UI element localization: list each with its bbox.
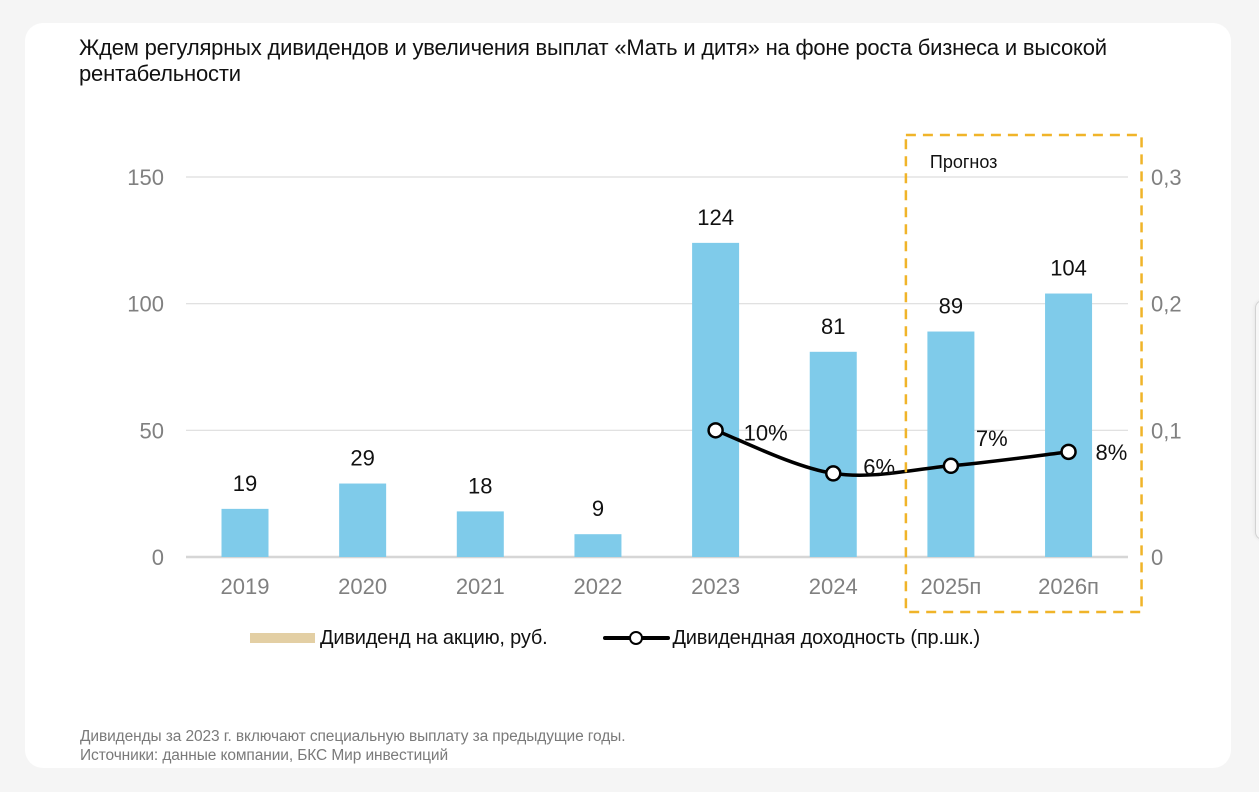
x-axis-ticks: 2019 2020 2021 2022 2023 2024 2025п 2026п bbox=[221, 574, 1099, 599]
yield-value-label: 8% bbox=[1096, 440, 1128, 465]
legend-line-marker-icon bbox=[603, 630, 671, 646]
x-axis-tick-label: 2024 bbox=[809, 574, 858, 599]
chart-title: Ждем регулярных дивидендов и увеличения … bbox=[79, 35, 1107, 86]
footnote-line-2: Источники: данные компании, БКС Мир инве… bbox=[80, 747, 449, 764]
bar-value-label: 18 bbox=[468, 473, 492, 498]
right-axis-ticks: 0 0,1 0,2 0,3 bbox=[1151, 165, 1182, 570]
left-axis-ticks: 0 50 100 150 bbox=[127, 165, 164, 570]
yield-line-series bbox=[707, 422, 1077, 482]
bar bbox=[339, 483, 387, 557]
x-axis-tick-label: 2019 bbox=[221, 574, 270, 599]
right-axis-tick-label: 0,1 bbox=[1151, 418, 1182, 443]
legend-item-yield: Дивидендная доходность (пр.шк.) bbox=[603, 627, 980, 650]
x-axis-tick-label: 2026п bbox=[1038, 574, 1099, 599]
legend-item-dividend: Дивиденд на акцию, руб. bbox=[250, 626, 548, 650]
yield-marker bbox=[942, 457, 960, 475]
bar-value-label: 19 bbox=[233, 471, 257, 496]
bar bbox=[927, 331, 975, 557]
bar bbox=[809, 351, 857, 557]
bar-value-label: 9 bbox=[592, 496, 604, 521]
bar-value-label: 29 bbox=[350, 446, 374, 471]
yield-line bbox=[714, 428, 1069, 477]
legend-label-dividend: Дивиденд на акцию, руб. bbox=[320, 626, 548, 649]
bar-value-label: 104 bbox=[1050, 256, 1087, 281]
bar bbox=[692, 242, 740, 557]
bar bbox=[221, 508, 269, 557]
bar bbox=[456, 511, 504, 557]
x-axis-tick-label: 2023 bbox=[691, 574, 740, 599]
footnote-line-1: Дивиденды за 2023 г. включают специальну… bbox=[80, 728, 626, 745]
forecast-label: Прогноз bbox=[930, 152, 998, 172]
yield-labels: 10% 6% 7% 8% bbox=[744, 420, 1128, 479]
yield-marker bbox=[1060, 443, 1077, 461]
left-axis-tick-label: 0 bbox=[152, 545, 164, 570]
x-axis-tick-label: 2022 bbox=[573, 574, 622, 599]
forecast-box: Прогноз bbox=[904, 133, 1143, 614]
x-axis-tick-label: 2025п bbox=[920, 574, 981, 599]
bar-value-label: 81 bbox=[821, 314, 845, 339]
legend-label-yield: Дивидендная доходность (пр.шк.) bbox=[672, 626, 981, 649]
gridlines bbox=[186, 176, 1128, 559]
side-panel-handle[interactable] bbox=[1255, 300, 1259, 540]
left-axis-tick-label: 150 bbox=[127, 165, 164, 190]
bar bbox=[574, 534, 622, 557]
right-axis-tick-label: 0 bbox=[1151, 545, 1163, 570]
x-axis-tick-label: 2020 bbox=[338, 574, 387, 599]
yield-marker bbox=[707, 422, 724, 439]
right-axis-tick-label: 0,2 bbox=[1151, 292, 1182, 317]
chart-card bbox=[25, 23, 1231, 768]
yield-value-label: 7% bbox=[976, 426, 1008, 451]
yield-value-label: 6% bbox=[863, 454, 895, 479]
left-axis-tick-label: 100 bbox=[127, 292, 164, 317]
legend-bar-swatch bbox=[250, 633, 315, 643]
bar-value-label: 124 bbox=[697, 205, 734, 230]
bars bbox=[221, 242, 1093, 557]
yield-value-label: 10% bbox=[744, 420, 788, 445]
footnote: Дивиденды за 2023 г. включают специальну… bbox=[80, 727, 626, 765]
bar bbox=[1045, 293, 1093, 557]
right-axis-tick-label: 0,3 bbox=[1151, 165, 1182, 190]
yield-marker bbox=[825, 465, 842, 482]
bar-labels: 19 29 18 9 124 81 89 104 bbox=[233, 205, 1087, 521]
bar-value-label: 89 bbox=[939, 294, 963, 319]
chart-legend: Дивиденд на акцию, руб. Дивидендная дохо… bbox=[250, 626, 980, 650]
left-axis-tick-label: 50 bbox=[140, 418, 164, 443]
x-axis-tick-label: 2021 bbox=[456, 574, 505, 599]
